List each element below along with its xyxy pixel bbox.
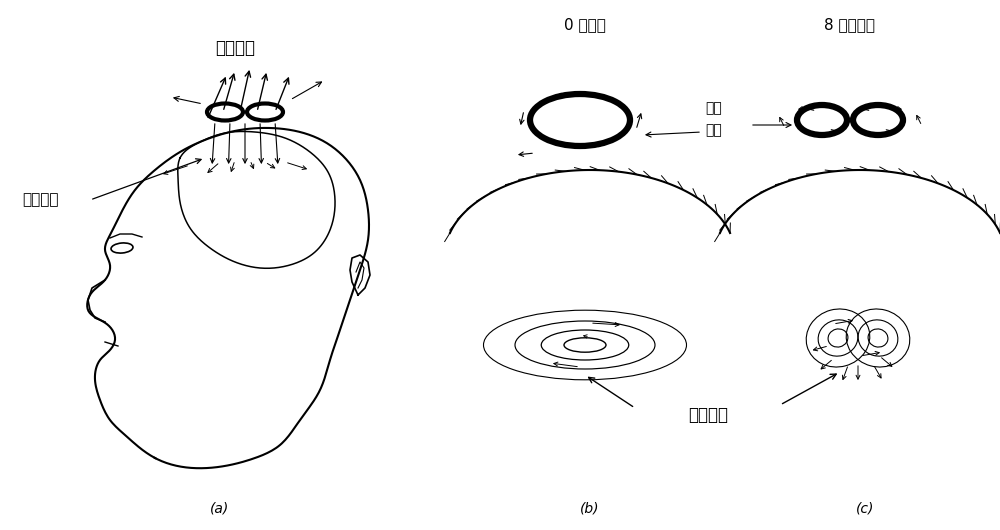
Ellipse shape	[207, 103, 243, 120]
Text: 8 字型线圈: 8 字型线圈	[824, 17, 876, 32]
Text: (c): (c)	[856, 501, 874, 515]
Ellipse shape	[797, 105, 847, 135]
Text: (b): (b)	[580, 501, 600, 515]
Ellipse shape	[530, 94, 630, 146]
Ellipse shape	[247, 103, 283, 120]
Text: 刺激部位: 刺激部位	[22, 192, 58, 208]
Text: 电流: 电流	[705, 101, 722, 115]
Ellipse shape	[853, 105, 903, 135]
Text: 磁场方向: 磁场方向	[215, 39, 255, 57]
Text: 方向: 方向	[705, 123, 722, 137]
Text: (a): (a)	[210, 501, 230, 515]
Text: 0 型线圈: 0 型线圈	[564, 17, 606, 32]
Text: 诱导电流: 诱导电流	[688, 406, 728, 424]
